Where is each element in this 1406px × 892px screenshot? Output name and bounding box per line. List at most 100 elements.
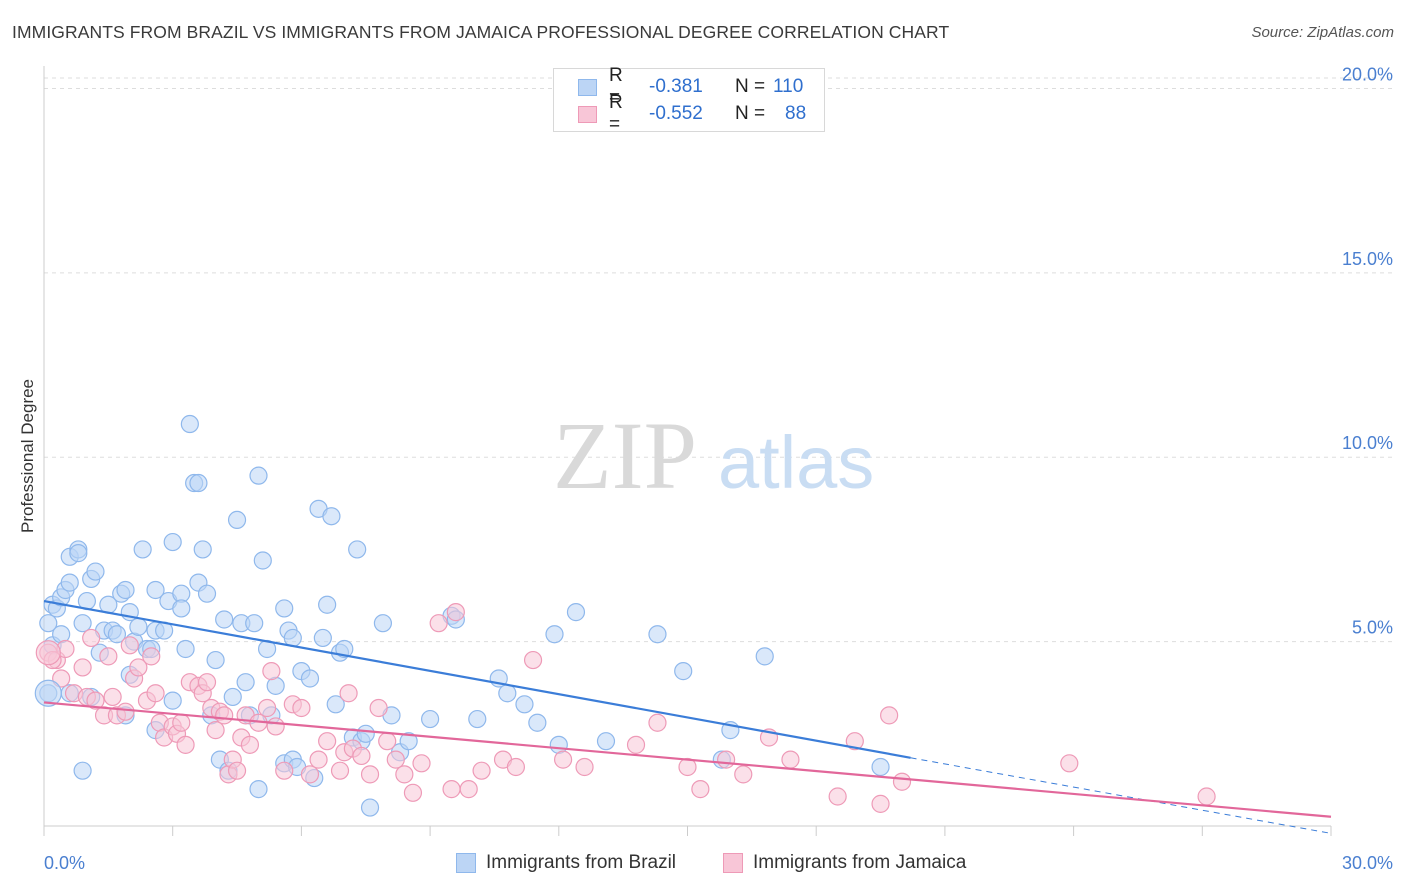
jamaica-point <box>472 761 491 780</box>
jamaica-point <box>717 750 736 769</box>
brazil-point <box>245 614 264 633</box>
brazil-point <box>322 507 341 526</box>
jamaica-point <box>412 754 431 773</box>
brazil-point <box>318 595 337 614</box>
n-value: 88 <box>785 103 807 124</box>
brazil-point <box>515 695 534 714</box>
brazil-point <box>206 650 225 670</box>
jamaica-point <box>227 761 247 780</box>
jamaica-point <box>35 640 61 666</box>
brazil-point <box>300 669 320 688</box>
jamaica-trend-line <box>43 701 1332 818</box>
jamaica-point <box>395 765 414 784</box>
brazil-point <box>107 625 127 644</box>
brazil-trend-line <box>43 599 911 759</box>
brazil-point <box>86 562 105 581</box>
jamaica-point <box>206 721 225 740</box>
brazil-point <box>223 687 242 707</box>
jamaica-point <box>116 702 135 721</box>
brazil-point <box>34 679 62 707</box>
jamaica-point <box>257 698 277 718</box>
jamaica-point <box>262 662 281 681</box>
brazil-point <box>275 599 294 618</box>
legend-row-jamaica: R = -0.552 N = 88 <box>578 92 807 135</box>
x-tick-label: 0.0% <box>44 853 85 873</box>
jamaica-point <box>339 684 358 703</box>
y-tick-label: 15.0% <box>1342 249 1393 269</box>
jamaica-point <box>309 750 328 769</box>
jamaica-point <box>446 603 465 622</box>
jamaica-point <box>360 765 380 784</box>
brazil-point <box>871 757 890 777</box>
n-value: 110 <box>773 76 804 97</box>
r-label: R = <box>609 65 623 108</box>
brazil-point <box>399 732 418 751</box>
jamaica-point <box>103 687 122 707</box>
jamaica-point <box>553 750 573 769</box>
brazil-point <box>197 584 217 603</box>
y-tick-label: 10.0% <box>1342 433 1393 453</box>
jamaica-point <box>146 684 165 703</box>
jamaica-point <box>275 761 294 780</box>
jamaica-point <box>459 780 478 799</box>
y-tick-label: 5.0% <box>1352 618 1393 638</box>
watermark-atlas: atlas <box>718 421 874 504</box>
brazil-point <box>215 610 234 629</box>
jamaica-point <box>523 650 543 670</box>
bottom-legend-swatch-brazil <box>456 853 476 873</box>
jamaica-point <box>403 783 423 802</box>
data-points <box>34 414 1216 817</box>
jamaica-point <box>142 647 161 666</box>
brazil-point <box>348 540 367 559</box>
jamaica-point <box>506 757 526 777</box>
brazil-point <box>326 695 345 714</box>
brazil-point <box>73 614 92 633</box>
r-value: -0.552 <box>649 103 703 124</box>
jamaica-point <box>691 780 710 799</box>
brazil-point <box>180 414 199 434</box>
axis-labels: 5.0% 10.0% 15.0% 20.0% 0.0% 30.0% Professional… <box>18 64 1393 873</box>
y-axis-title: Professional Degree <box>18 379 37 533</box>
jamaica-point <box>73 658 92 677</box>
brazil-point <box>674 662 693 681</box>
jamaica-point <box>828 787 847 806</box>
brazil-point <box>528 713 547 732</box>
legend-swatch-brazil <box>578 78 597 96</box>
x-tick-label: 30.0% <box>1342 853 1393 873</box>
brazil-point <box>249 466 268 485</box>
bottom-legend-label-jamaica: Immigrants from Jamaica <box>753 852 967 873</box>
source-label: Source: ZipAtlas.com <box>1251 24 1394 41</box>
bottom-legend-label-brazil: Immigrants from Brazil <box>486 852 677 873</box>
brazil-trend-extension <box>910 757 1332 834</box>
brazil-point <box>249 780 268 799</box>
brazil-point <box>227 510 247 530</box>
jamaica-point <box>120 636 139 655</box>
jamaica-point <box>352 746 371 766</box>
jamaica-point <box>1197 787 1216 806</box>
brazil-point <box>189 473 208 493</box>
jamaica-point <box>648 713 667 732</box>
jamaica-point <box>176 735 195 754</box>
jamaica-point <box>318 732 337 751</box>
r-value: -0.381 <box>649 76 703 97</box>
y-tick-label: 20.0% <box>1342 64 1393 84</box>
chart-title: IMMIGRANTS FROM BRAZIL VS IMMIGRANTS FRO… <box>12 22 950 42</box>
jamaica-point <box>266 717 285 736</box>
jamaica-point <box>172 713 191 732</box>
brazil-point <box>69 544 88 563</box>
jamaica-point <box>880 706 899 725</box>
bottom-legend-swatch-jamaica <box>723 853 743 873</box>
brazil-point <box>545 625 564 644</box>
stats-legend: R = -0.381 N = 110 R = -0.552 N = 88 <box>553 65 825 135</box>
jamaica-point <box>442 780 461 799</box>
jamaica-point <box>575 757 594 777</box>
brazil-point <box>163 691 182 710</box>
brazil-point <box>360 798 380 817</box>
jamaica-point <box>240 735 260 754</box>
brazil-point <box>313 628 332 648</box>
brazil-point <box>468 709 487 729</box>
brazil-point <box>648 625 667 644</box>
brazil-point <box>596 732 616 751</box>
legend-swatch-jamaica <box>578 105 597 123</box>
jamaica-point <box>781 750 800 769</box>
